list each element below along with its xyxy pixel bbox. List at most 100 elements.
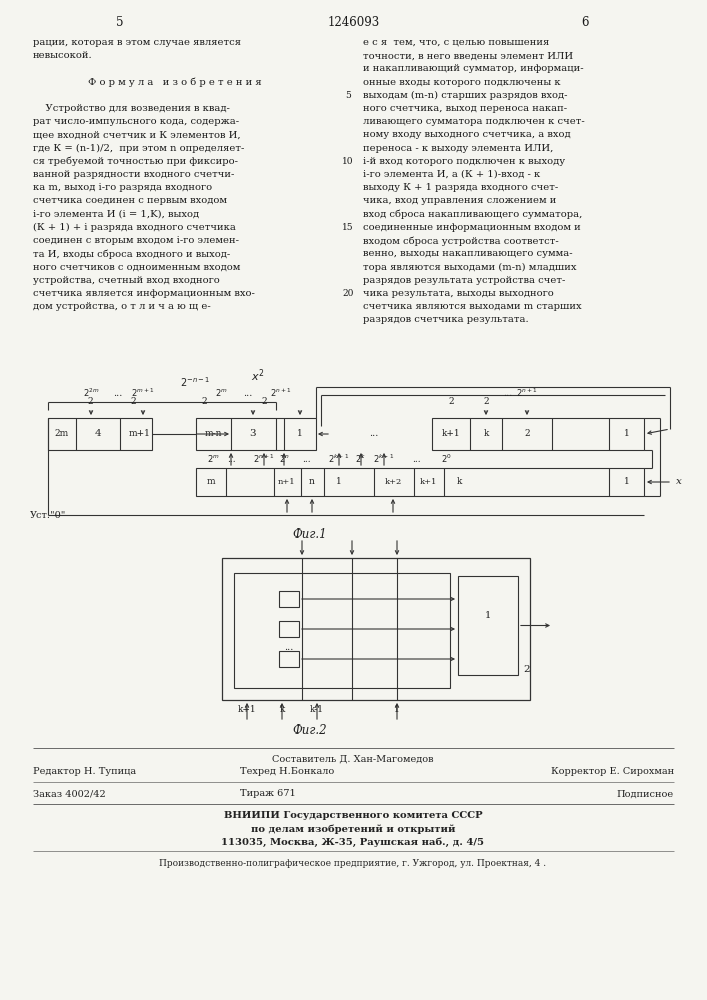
Text: соединенные информационным входом и: соединенные информационным входом и bbox=[363, 223, 580, 232]
Text: m+1: m+1 bbox=[129, 430, 151, 438]
Text: счетчика является информационным вхо-: счетчика является информационным вхо- bbox=[33, 289, 255, 298]
Text: онные входы которого подключены к: онные входы которого подключены к bbox=[363, 78, 561, 87]
Text: 2: 2 bbox=[483, 396, 489, 406]
Text: входом сброса устройства соответст-: входом сброса устройства соответст- bbox=[363, 236, 559, 245]
Text: 4: 4 bbox=[95, 430, 101, 438]
Text: 2: 2 bbox=[201, 396, 207, 406]
Text: k: k bbox=[456, 478, 462, 487]
Text: выходам (m-n) старших разрядов вход-: выходам (m-n) старших разрядов вход- bbox=[363, 91, 568, 100]
Text: k+2: k+2 bbox=[385, 478, 402, 486]
Bar bbox=[234, 573, 450, 688]
Text: 1: 1 bbox=[624, 478, 630, 487]
Text: счетчика являются выходами m старших: счетчика являются выходами m старших bbox=[363, 302, 582, 311]
Text: 1: 1 bbox=[336, 478, 342, 487]
Text: $2^{m+1}$: $2^{m+1}$ bbox=[132, 387, 155, 399]
Text: Фиг.1: Фиг.1 bbox=[293, 528, 327, 542]
Text: $2^{0}$: $2^{0}$ bbox=[440, 453, 451, 465]
Text: чика, вход управления сложением и: чика, вход управления сложением и bbox=[363, 196, 556, 205]
Text: k+1: k+1 bbox=[442, 430, 460, 438]
Text: невысокой.: невысокой. bbox=[33, 51, 93, 60]
Text: 1: 1 bbox=[624, 430, 630, 438]
Text: по делам изобретений и открытий: по делам изобретений и открытий bbox=[251, 824, 455, 834]
Text: k+1: k+1 bbox=[419, 478, 437, 486]
Text: 15: 15 bbox=[342, 223, 354, 232]
Text: Устройство для возведения в квад-: Устройство для возведения в квад- bbox=[33, 104, 230, 113]
Text: Тираж 671: Тираж 671 bbox=[240, 790, 296, 798]
Text: 1: 1 bbox=[485, 611, 491, 620]
Text: 2: 2 bbox=[523, 666, 530, 674]
Text: $2^{n+1}$: $2^{n+1}$ bbox=[516, 387, 538, 399]
Bar bbox=[196, 468, 644, 496]
Text: 113035, Москва, Ж-35, Раушская наб., д. 4/5: 113035, Москва, Ж-35, Раушская наб., д. … bbox=[221, 837, 484, 847]
Text: ...: ... bbox=[411, 454, 421, 464]
Text: $2^{k+1}$: $2^{k+1}$ bbox=[329, 453, 349, 465]
Text: 5: 5 bbox=[116, 16, 124, 29]
Text: ного счетчиков с одноименным входом: ного счетчиков с одноименным входом bbox=[33, 262, 240, 271]
Text: 6: 6 bbox=[581, 16, 589, 29]
Text: Ф о р м у л а   и з о б р е т е н и я: Ф о р м у л а и з о б р е т е н и я bbox=[88, 78, 262, 87]
Text: е с я  тем, что, с целью повышения: е с я тем, что, с целью повышения bbox=[363, 38, 549, 47]
Text: рат число-импульсного кода, содержа-: рат число-импульсного кода, содержа- bbox=[33, 117, 239, 126]
Text: 2: 2 bbox=[524, 430, 530, 438]
Text: $x^2$: $x^2$ bbox=[251, 368, 264, 384]
Text: ...: ... bbox=[113, 388, 123, 397]
Text: ...: ... bbox=[302, 454, 310, 464]
Text: где К = (n-1)/2,  при этом n определяет-: где К = (n-1)/2, при этом n определяет- bbox=[33, 144, 245, 153]
Text: разрядов счетчика результата.: разрядов счетчика результата. bbox=[363, 315, 529, 324]
Text: 3: 3 bbox=[250, 430, 257, 438]
Text: та И, входы сброса входного и выход-: та И, входы сброса входного и выход- bbox=[33, 249, 230, 259]
Text: Уст."0": Уст."0" bbox=[30, 510, 66, 520]
Bar bbox=[432, 418, 644, 450]
Text: 2m: 2m bbox=[55, 430, 69, 438]
Text: k: k bbox=[484, 430, 489, 438]
Text: выходу К + 1 разряда входного счет-: выходу К + 1 разряда входного счет- bbox=[363, 183, 559, 192]
Text: i-го элемента И (i = 1,K), выход: i-го элемента И (i = 1,K), выход bbox=[33, 210, 199, 219]
Text: тора являются выходами (m-n) младших: тора являются выходами (m-n) младших bbox=[363, 262, 576, 272]
Text: 20: 20 bbox=[342, 289, 354, 298]
Text: n: n bbox=[309, 478, 315, 487]
Text: ванной разрядности входного счетчи-: ванной разрядности входного счетчи- bbox=[33, 170, 235, 179]
Text: ся требуемой точностью при фиксиро-: ся требуемой точностью при фиксиро- bbox=[33, 157, 238, 166]
Bar bbox=[279, 651, 299, 667]
Text: $2^{m}$: $2^{m}$ bbox=[206, 454, 219, 464]
Text: $2^{k-1}$: $2^{k-1}$ bbox=[373, 453, 395, 465]
Bar bbox=[279, 621, 299, 637]
Text: m: m bbox=[206, 478, 216, 487]
Text: n+1: n+1 bbox=[278, 478, 296, 486]
Text: ному входу выходного счетчика, а вход: ному входу выходного счетчика, а вход bbox=[363, 130, 571, 139]
Text: 2: 2 bbox=[261, 396, 267, 406]
Text: ...: ... bbox=[503, 388, 513, 397]
Bar bbox=[279, 591, 299, 607]
Text: счетчика соединен с первым входом: счетчика соединен с первым входом bbox=[33, 196, 227, 205]
Text: Редактор Н. Тупица: Редактор Н. Тупица bbox=[33, 768, 136, 776]
Bar bbox=[222, 558, 530, 700]
Text: k: k bbox=[279, 706, 285, 714]
Text: ...: ... bbox=[243, 388, 252, 397]
Text: Корректор Е. Сирохман: Корректор Е. Сирохман bbox=[551, 768, 674, 776]
Text: ливающего сумматора подключен к счет-: ливающего сумматора подключен к счет- bbox=[363, 117, 585, 126]
Text: ...: ... bbox=[227, 454, 235, 464]
Text: $2^{n+1}$: $2^{n+1}$ bbox=[270, 387, 292, 399]
Text: m-n: m-n bbox=[204, 430, 222, 438]
Text: Фиг.2: Фиг.2 bbox=[293, 724, 327, 736]
Text: 2: 2 bbox=[130, 396, 136, 406]
Text: 2: 2 bbox=[87, 396, 93, 406]
Text: i-й вход которого подключен к выходу: i-й вход которого подключен к выходу bbox=[363, 157, 565, 166]
Text: Составитель Д. Хан-Магомедов: Составитель Д. Хан-Магомедов bbox=[272, 754, 434, 764]
Text: ка m, выход i-го разряда входного: ка m, выход i-го разряда входного bbox=[33, 183, 212, 192]
Text: $2^{k}$: $2^{k}$ bbox=[356, 453, 366, 465]
Text: вход сброса накапливающего сумматора,: вход сброса накапливающего сумматора, bbox=[363, 210, 583, 219]
Text: $2^{-n-1}$: $2^{-n-1}$ bbox=[180, 375, 210, 389]
Text: 5: 5 bbox=[345, 91, 351, 100]
Text: щее входной счетчик и К элементов И,: щее входной счетчик и К элементов И, bbox=[33, 130, 240, 139]
Bar bbox=[458, 576, 518, 675]
Text: чика результата, выходы выходного: чика результата, выходы выходного bbox=[363, 289, 554, 298]
Text: 1: 1 bbox=[394, 706, 400, 714]
Text: (К + 1) + i разряда входного счетчика: (К + 1) + i разряда входного счетчика bbox=[33, 223, 236, 232]
Text: i-го элемента И, а (К + 1)-вход - к: i-го элемента И, а (К + 1)-вход - к bbox=[363, 170, 540, 179]
Text: x: x bbox=[676, 478, 682, 487]
Text: рации, которая в этом случае является: рации, которая в этом случае является bbox=[33, 38, 241, 47]
Text: соединен с вторым входом i-го элемен-: соединен с вторым входом i-го элемен- bbox=[33, 236, 239, 245]
Text: ного счетчика, выход переноса накап-: ного счетчика, выход переноса накап- bbox=[363, 104, 567, 113]
Bar bbox=[196, 418, 316, 450]
